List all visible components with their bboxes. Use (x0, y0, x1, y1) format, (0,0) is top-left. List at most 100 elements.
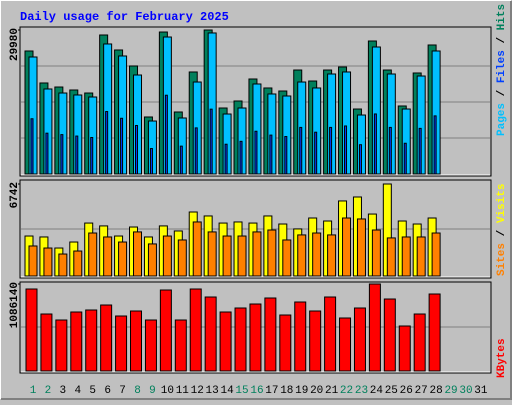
bar (356, 218, 366, 277)
bar (100, 304, 113, 372)
bar (252, 231, 262, 277)
y-tick-label: 6742 (9, 182, 21, 208)
bar (75, 135, 79, 175)
bar (192, 221, 202, 277)
x-tick-label: 26 (400, 385, 413, 397)
x-tick-label: 1 (30, 385, 37, 397)
bar (55, 319, 68, 372)
x-tick-label: 3 (60, 385, 67, 397)
bar (282, 239, 292, 277)
bar (207, 231, 217, 277)
bar (204, 296, 217, 372)
bar (388, 126, 392, 175)
x-tick-label: 19 (295, 385, 308, 397)
bar (209, 108, 213, 175)
bar (73, 250, 83, 277)
x-tick-label: 21 (325, 385, 339, 397)
x-tick-label: 31 (474, 385, 488, 397)
bar (164, 94, 168, 175)
bar (371, 229, 381, 277)
legend-entry: Sites (496, 243, 508, 276)
bar (431, 232, 441, 277)
bar (264, 297, 277, 372)
x-tick-label: 16 (250, 385, 263, 397)
x-tick-label: 14 (220, 385, 234, 397)
x-tick-label: 7 (119, 385, 126, 397)
bar (373, 113, 377, 175)
legend-entry: Hits (496, 4, 508, 30)
bar (70, 311, 83, 372)
bar (297, 234, 307, 277)
bar (120, 117, 124, 175)
bar (329, 126, 333, 175)
bar (284, 136, 288, 175)
x-tick-label: 30 (459, 385, 472, 397)
x-tick-label: 13 (206, 385, 219, 397)
bar (85, 309, 98, 372)
bar (219, 311, 232, 372)
x-tick-label: 20 (310, 385, 323, 397)
bar (105, 111, 109, 175)
bar (342, 217, 352, 277)
x-tick-label: 5 (89, 385, 96, 397)
legend-entry: Visits (496, 184, 508, 224)
bar (88, 232, 98, 277)
chart-title: Daily usage for February 2025 (20, 10, 229, 24)
bar (135, 124, 139, 175)
bar (418, 127, 422, 175)
x-tick-label: 6 (104, 385, 111, 397)
bar (147, 243, 157, 277)
legend: KBytes (496, 338, 508, 378)
bar (58, 253, 68, 277)
bar (353, 307, 366, 372)
bar (312, 232, 322, 277)
bar (103, 236, 113, 277)
x-tick-label: 18 (280, 385, 293, 397)
legend-separator: / (496, 30, 508, 50)
x-tick-label: 11 (176, 385, 190, 397)
bar (177, 239, 187, 277)
x-tick-label: 22 (340, 385, 353, 397)
bar (162, 235, 172, 277)
y-tick-label: 1086140 (9, 282, 21, 328)
x-tick-label: 8 (134, 385, 141, 397)
x-tick-label: 15 (235, 385, 248, 397)
bar (222, 235, 232, 277)
bar (249, 303, 262, 372)
legend: Sites / Visits (496, 184, 508, 276)
y-tick-label: 29980 (9, 28, 21, 61)
bar (194, 127, 198, 175)
bar (90, 136, 94, 175)
bar (403, 142, 407, 175)
bar (368, 283, 381, 372)
bar (386, 237, 396, 277)
x-tick-label: 29 (444, 385, 457, 397)
bar (115, 315, 128, 372)
bar (433, 115, 437, 175)
legend-separator: / (496, 223, 508, 243)
bar (40, 313, 53, 372)
bar (383, 298, 396, 372)
bar (344, 125, 348, 175)
bar (299, 126, 303, 175)
bar (144, 319, 157, 372)
bar (239, 140, 243, 175)
bar (358, 144, 362, 175)
bar (118, 241, 128, 277)
bar (413, 313, 426, 372)
bar (254, 130, 258, 175)
bar (309, 310, 322, 372)
bar (149, 148, 153, 175)
legend-separator: / (496, 83, 508, 103)
bar (130, 310, 143, 372)
legend-entry: KBytes (496, 338, 508, 378)
x-tick-label: 24 (370, 385, 384, 397)
bar (401, 236, 411, 277)
x-tick-label: 25 (385, 385, 398, 397)
bar (294, 301, 307, 372)
x-tick-label: 2 (45, 385, 52, 397)
bar (30, 118, 34, 175)
bar (45, 132, 49, 175)
bar (327, 234, 337, 277)
